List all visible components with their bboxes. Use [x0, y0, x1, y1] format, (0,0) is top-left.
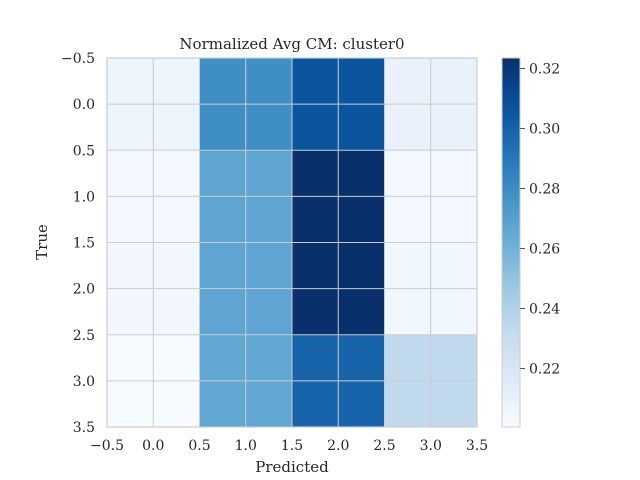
x-axis-ticks: −0.5 0.0 0.5 1.0 1.5 2.0 2.5 3.0 3.5: [90, 438, 488, 454]
y-tick-label: 3.5: [73, 420, 95, 436]
y-tick-label: 1.5: [73, 236, 95, 252]
colorbar-tick-label: 0.32: [529, 62, 560, 78]
x-tick-label: 3.5: [466, 438, 488, 454]
x-tick-label: −0.5: [90, 438, 124, 454]
x-tick-label: 3.0: [420, 438, 442, 454]
y-tick-label: 0.0: [73, 97, 95, 113]
y-tick-label: 1.0: [73, 189, 95, 205]
colorbar-tick-label: 0.24: [529, 302, 560, 318]
y-tick-label: 3.0: [73, 374, 95, 390]
x-axis-label: Predicted: [255, 458, 329, 476]
x-tick-label: 2.0: [327, 438, 349, 454]
plot-frame: [106, 57, 478, 428]
x-tick-label: 0.0: [142, 438, 164, 454]
y-tick-label: 0.5: [73, 143, 95, 159]
colorbar-ticks: 0.22 0.24 0.26 0.28 0.30 0.32: [520, 62, 560, 378]
colorbar-tick-label: 0.28: [529, 182, 560, 198]
chart-title: Normalized Avg CM: cluster0: [179, 35, 404, 53]
colorbar-tick-label: 0.26: [529, 242, 560, 258]
x-tick-label: 1.5: [281, 438, 303, 454]
x-tick-label: 2.5: [373, 438, 395, 454]
y-tick-label: 2.5: [73, 328, 95, 344]
colorbar: [501, 57, 521, 428]
y-tick-label: 2.0: [73, 282, 95, 298]
grid-lines: [107, 58, 477, 427]
colorbar-tick-label: 0.30: [529, 122, 560, 138]
y-axis-label: True: [33, 224, 51, 260]
y-axis-ticks: −0.5 0.0 0.5 1.0 1.5 2.0 2.5 3.0 3.5: [61, 51, 95, 436]
y-tick-label: −0.5: [61, 51, 95, 67]
x-tick-label: 0.5: [188, 438, 210, 454]
x-tick-label: 1.0: [235, 438, 257, 454]
colorbar-tick-label: 0.22: [529, 362, 560, 378]
